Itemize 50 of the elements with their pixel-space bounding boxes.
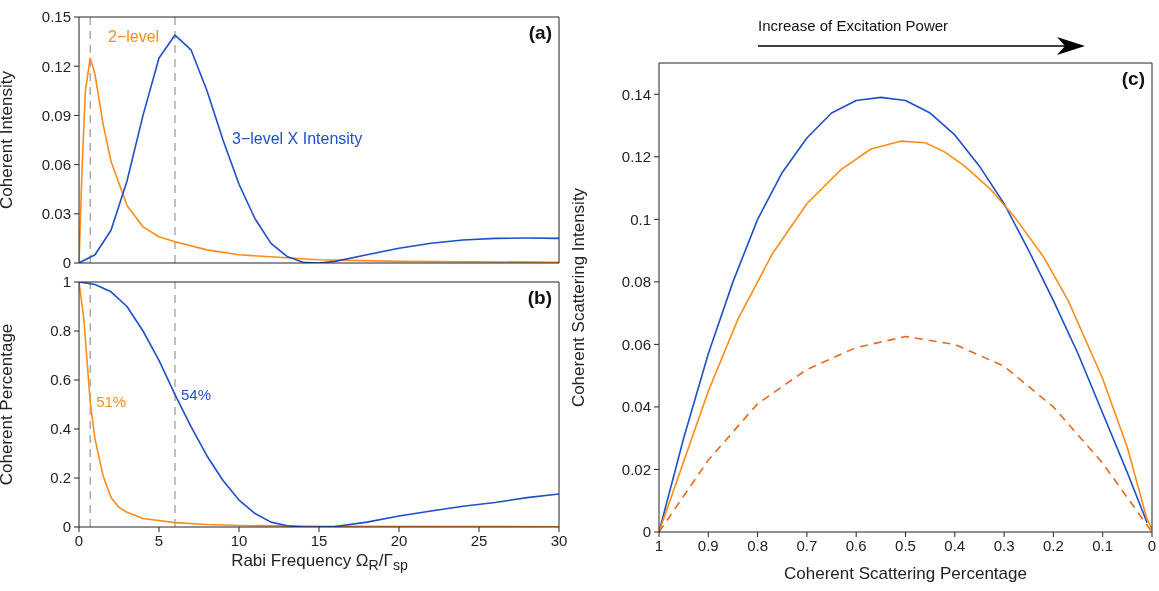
x-tick-label: 0.8 — [747, 536, 769, 554]
x-tick-label: 0.6 — [845, 536, 867, 554]
y-axis-title: Coherent Intensity — [0, 70, 17, 209]
y-tick-label: 0.04 — [621, 398, 651, 416]
x-tick-label: 0.4 — [944, 536, 966, 554]
y-tick-label: 0.08 — [621, 273, 651, 291]
annotation: (b) — [527, 287, 552, 309]
y-tick-label: 0.09 — [41, 106, 71, 124]
x-tick-label: 0.9 — [697, 536, 719, 554]
x-tick-label: 0.1 — [1092, 536, 1114, 554]
annotation: (a) — [528, 22, 552, 44]
y-tick-label: 0.4 — [50, 420, 71, 438]
series-label: 3−level X Intensity — [232, 130, 363, 148]
y-tick-label: 0.12 — [621, 148, 651, 166]
x-tick-label: 0.3 — [993, 536, 1015, 554]
series-label: 2−level — [108, 28, 160, 46]
x-axis-title: Coherent Scattering Percentage — [784, 564, 1027, 583]
x-tick-label: 10 — [230, 531, 248, 549]
y-tick-label: 1 — [62, 273, 71, 291]
y-tick-label: 0.06 — [621, 335, 651, 353]
y-tick-label: 0.15 — [41, 8, 71, 26]
y-tick-label: 0.8 — [50, 322, 71, 340]
annotation: 51% — [96, 393, 127, 411]
text: Increase of Excitation Power — [758, 17, 949, 34]
y-axis-title: Coherent Scattering Intensity — [569, 187, 589, 408]
y-tick-label: 0.14 — [621, 85, 651, 103]
x-tick-label: 25 — [470, 531, 488, 549]
y-tick-label: 0.12 — [41, 57, 71, 75]
y-tick-label: 0.6 — [50, 371, 71, 389]
x-tick-label: 15 — [310, 531, 328, 549]
x-tick-label: 0.5 — [895, 536, 916, 554]
y-tick-label: 0.1 — [630, 210, 651, 228]
y-axis-title: Coherent Percentage — [0, 323, 17, 486]
y-tick-label: 0 — [62, 254, 71, 272]
y-tick-label: 0.02 — [621, 460, 651, 478]
annotation: 54% — [181, 386, 212, 404]
annotation: (c) — [1121, 68, 1145, 90]
y-tick-label: 0 — [62, 518, 71, 536]
x-tick-label: 0.2 — [1042, 536, 1064, 554]
x-tick-label: 20 — [390, 531, 408, 549]
y-tick-label: 0.2 — [50, 469, 71, 487]
y-tick-label: 0.03 — [41, 205, 71, 223]
y-tick-label: 0.06 — [41, 155, 71, 173]
x-tick-label: 1 — [654, 536, 664, 554]
x-tick-label: 0.7 — [796, 536, 818, 554]
x-axis-title: Rabi Frequency Ω$_{R}$/Γ$_{sp}$ — [230, 551, 409, 574]
x-tick-label: 5 — [154, 531, 164, 549]
x-tick-label: 30 — [550, 531, 568, 549]
x-tick-label: 0 — [1147, 536, 1157, 554]
x-tick-label: 0 — [74, 531, 84, 549]
